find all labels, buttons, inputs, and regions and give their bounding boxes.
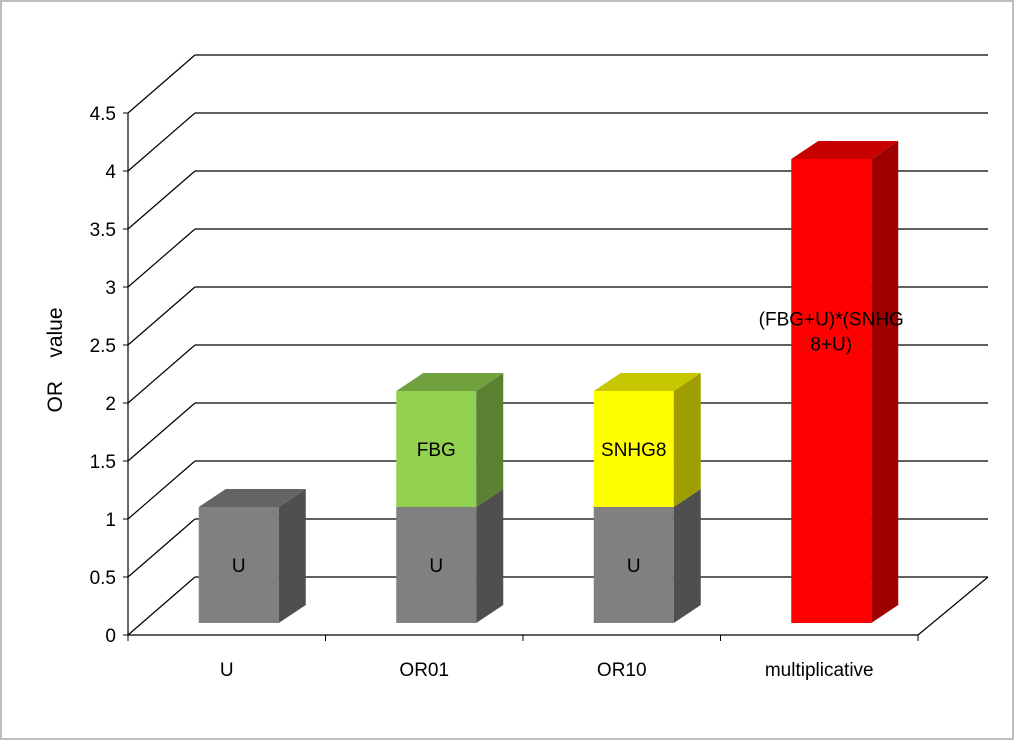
gridline-depth bbox=[127, 112, 196, 172]
segment-label: U bbox=[429, 556, 443, 577]
bar-segment: U bbox=[198, 489, 306, 623]
bar-front bbox=[593, 391, 674, 507]
bar-segment: U bbox=[593, 489, 701, 623]
bars: U U FBG U SNHG8 (FBG+U)*(SNHG 8+U) bbox=[198, 141, 904, 623]
y-tick-label: 3.5 bbox=[90, 220, 116, 241]
bar-side bbox=[476, 373, 504, 507]
gridline-depth bbox=[127, 170, 196, 230]
y-tick-label: 2 bbox=[105, 394, 116, 415]
bar-side bbox=[476, 489, 504, 623]
bar-top bbox=[198, 489, 306, 507]
gridline-depth bbox=[127, 576, 196, 636]
y-tick-label: 1 bbox=[105, 510, 116, 531]
x-tick-label: OR01 bbox=[399, 660, 449, 681]
y-axis-ticks: 0 0.5 1 1.5 2 2.5 3 3.5 4 4.5 bbox=[90, 104, 128, 647]
bar-front bbox=[396, 507, 477, 623]
bar-side bbox=[871, 141, 899, 623]
bar-segment: (FBG+U)*(SNHG 8+U) bbox=[759, 141, 904, 623]
x-tick-label: OR10 bbox=[597, 660, 647, 681]
bar-front bbox=[396, 391, 477, 507]
bar-segment: U bbox=[396, 489, 504, 623]
bar-side bbox=[278, 489, 306, 623]
segment-label: 8+U) bbox=[810, 335, 852, 356]
gridline-depth bbox=[127, 344, 196, 404]
bar-top bbox=[791, 141, 899, 159]
y-tick-label: 3 bbox=[105, 278, 116, 299]
gridline-depth bbox=[127, 402, 196, 462]
segment-label: FBG bbox=[417, 440, 456, 461]
y-axis-label: OR value bbox=[44, 307, 67, 412]
bar-U: U bbox=[198, 489, 306, 623]
segment-label: SNHG8 bbox=[601, 440, 666, 461]
gridline-depth bbox=[127, 518, 196, 578]
bar-OR01: U FBG bbox=[396, 373, 504, 623]
y-tick-label: 4.5 bbox=[90, 104, 116, 125]
segment-label: U bbox=[232, 556, 246, 577]
x-axis-labels: U OR01 OR10 multiplicative bbox=[127, 635, 919, 681]
gridline-depth bbox=[127, 54, 196, 114]
gridline-depth bbox=[127, 460, 196, 520]
bar-front bbox=[593, 507, 674, 623]
bar-top bbox=[396, 373, 504, 391]
bar-multiplicative: (FBG+U)*(SNHG 8+U) bbox=[759, 141, 904, 623]
bar-OR10: U SNHG8 bbox=[593, 373, 701, 623]
bar-segment: FBG bbox=[396, 373, 504, 507]
y-tick-label: 0 bbox=[105, 626, 116, 647]
bar-top bbox=[593, 373, 701, 391]
gridline-depth bbox=[127, 228, 196, 288]
bar-side bbox=[673, 373, 701, 507]
gridline-depth bbox=[127, 286, 196, 346]
floor-right-edge bbox=[917, 576, 989, 636]
x-tick-label: U bbox=[220, 660, 234, 681]
y-tick-label: 4 bbox=[105, 162, 116, 183]
y-tick-label: 2.5 bbox=[90, 336, 116, 357]
y-tick-label: 1.5 bbox=[90, 452, 116, 473]
y-tick-label: 0.5 bbox=[90, 568, 116, 589]
bar-front bbox=[198, 507, 279, 623]
segment-label: U bbox=[627, 556, 641, 577]
bar-segment: SNHG8 bbox=[593, 373, 701, 507]
x-tick-label: multiplicative bbox=[765, 660, 874, 681]
bar-front bbox=[791, 159, 872, 623]
segment-label: (FBG+U)*(SNHG bbox=[759, 310, 904, 331]
bar-side bbox=[673, 489, 701, 623]
